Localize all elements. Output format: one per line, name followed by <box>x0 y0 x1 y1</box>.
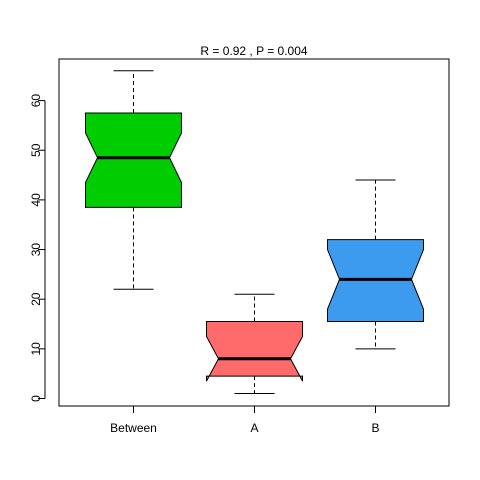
chart-title: R = 0.92 , P = 0.004 <box>200 44 308 58</box>
y-tick-label: 30 <box>29 243 43 257</box>
y-axis: 0 10 20 30 40 50 60 <box>29 94 46 402</box>
y-tick-label: 50 <box>29 143 43 157</box>
y-tick-label: 10 <box>29 342 43 356</box>
y-tick-label: 0 <box>29 395 43 402</box>
boxes-group <box>85 70 424 395</box>
y-tick-label: 40 <box>29 193 43 207</box>
y-tick-label: 60 <box>29 94 43 108</box>
box-body <box>206 321 303 382</box>
box-a <box>206 293 303 395</box>
x-tick-label: A <box>250 421 258 435</box>
x-tick-label: Between <box>110 421 157 435</box>
x-tick-label: B <box>371 421 379 435</box>
box-body <box>85 112 182 208</box>
y-tick-label: 20 <box>29 292 43 306</box>
box-between <box>85 70 182 290</box>
x-axis: Between A B <box>110 405 380 435</box>
box-b <box>327 179 424 350</box>
